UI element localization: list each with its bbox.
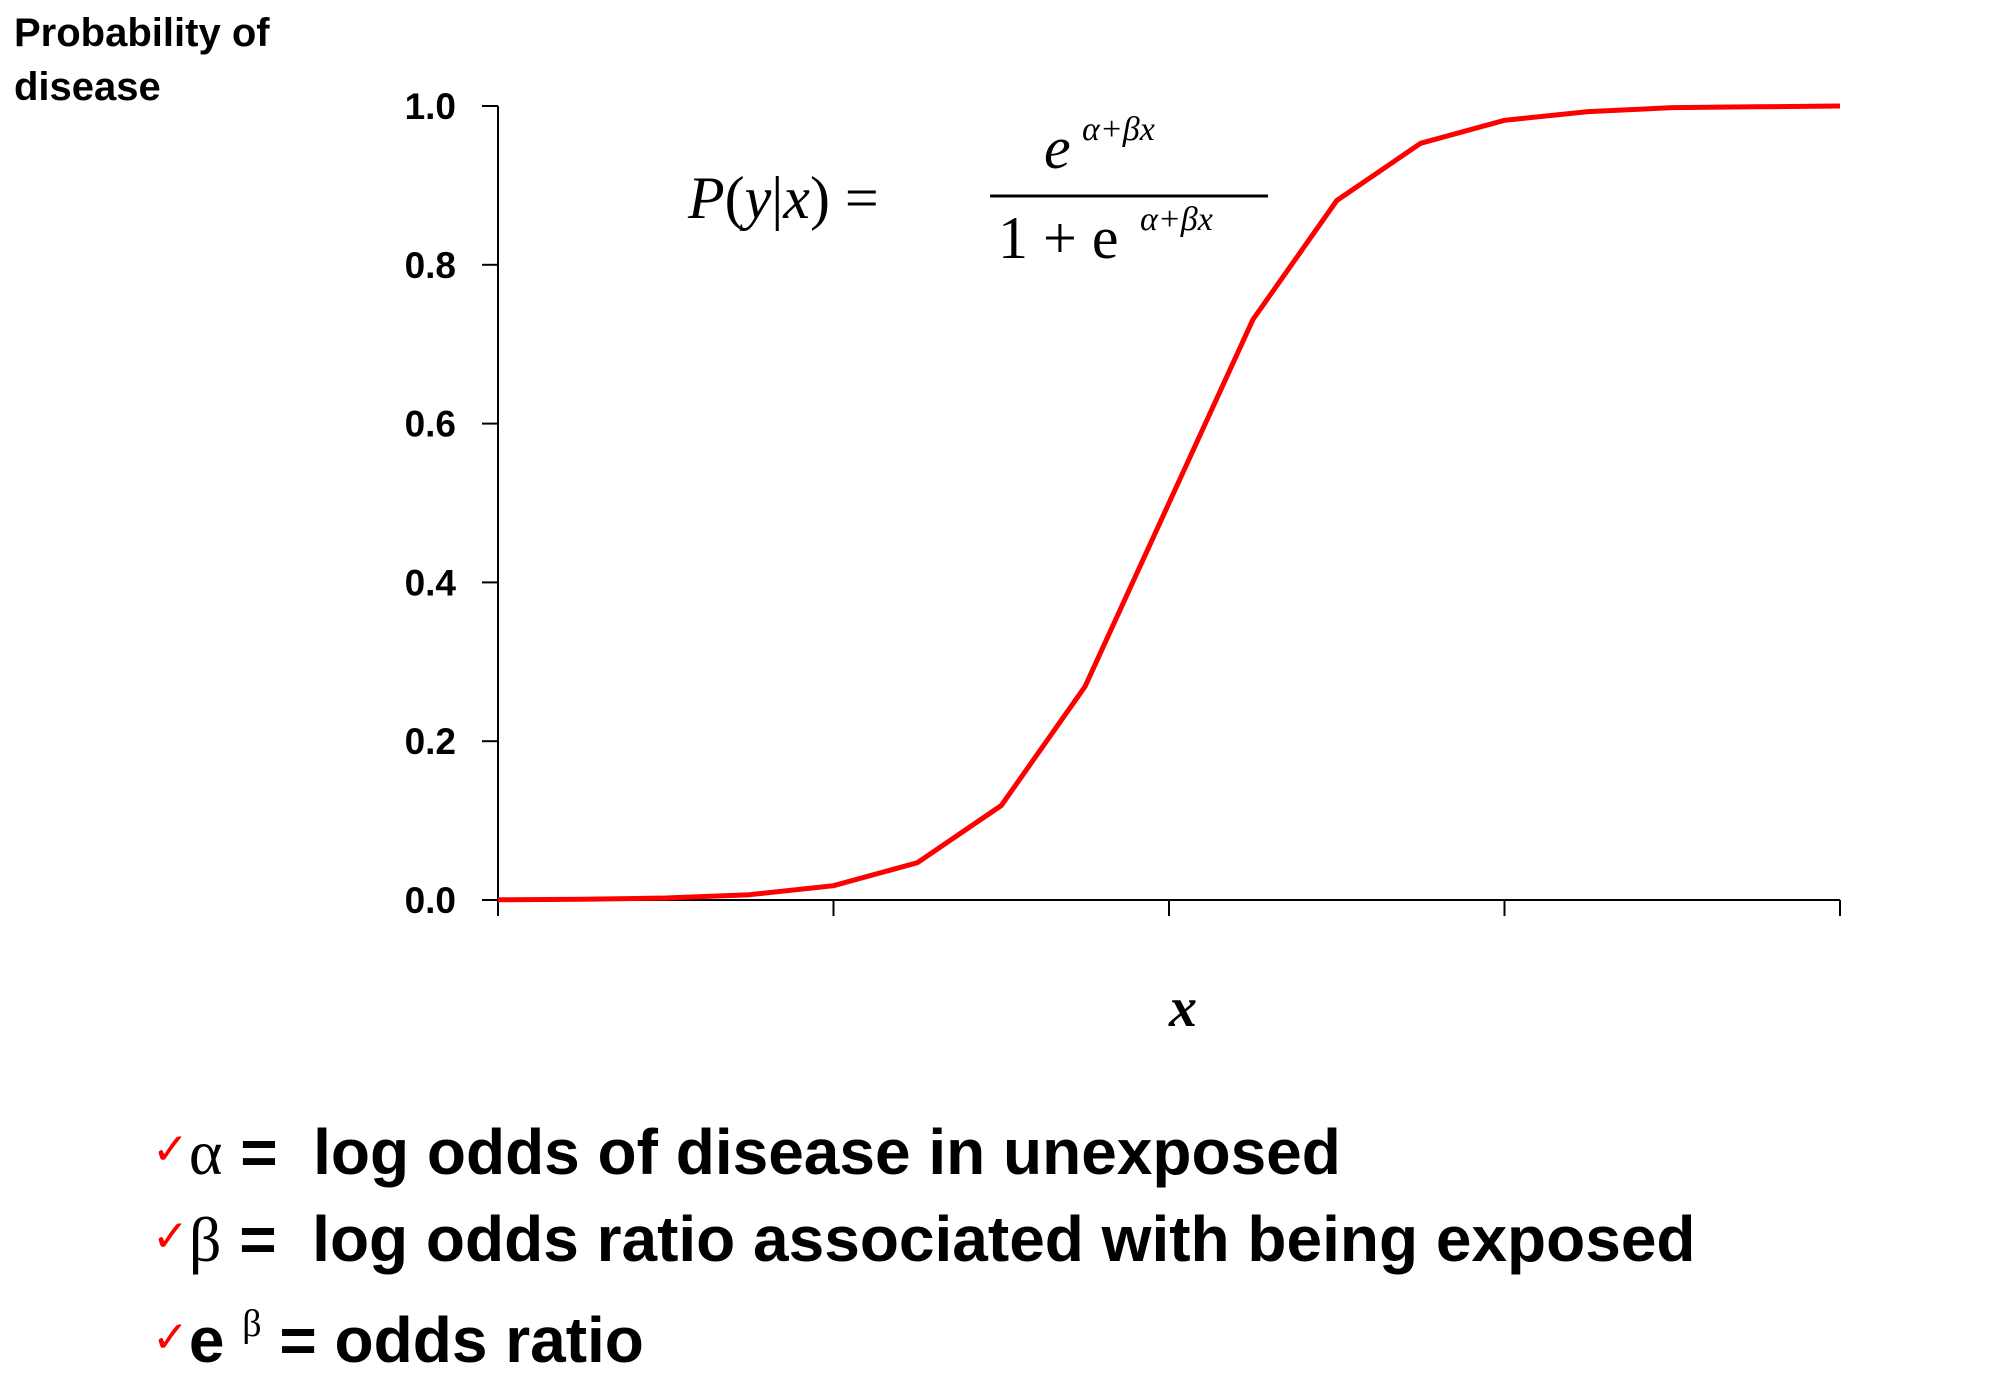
- y-tick-label: 0.8: [405, 245, 456, 286]
- check-icon: ✓: [152, 1124, 189, 1175]
- alpha-symbol: α: [188, 1117, 223, 1188]
- note-beta: ✓β = log odds ratio associated with bein…: [152, 1195, 1952, 1282]
- formula-numerator-exponent: α+βx: [1082, 111, 1155, 148]
- y-tick-label: 0.6: [405, 404, 456, 445]
- formula-denominator-exponent: α+βx: [1140, 201, 1213, 238]
- formula-lhs: P(y|x) =: [687, 165, 879, 231]
- y-axis-title-line-2: disease: [14, 65, 161, 109]
- y-tick-label: 0.0: [405, 880, 456, 921]
- y-tick-label: 0.2: [405, 721, 456, 762]
- logistic-formula: P(y|x) = e α+βx 1 + e α+βx: [687, 111, 1268, 271]
- y-tick-label: 1.0: [405, 86, 456, 127]
- beta-symbol: β: [188, 1204, 222, 1275]
- notes-list: ✓α = log odds of disease in unexposed ✓β…: [152, 1108, 1952, 1382]
- note-beta-text: = log odds ratio associated with being e…: [221, 1203, 1696, 1275]
- note-odds-ratio: ✓e β = odds ratio: [152, 1282, 1952, 1382]
- y-tick-label: 0.4: [405, 562, 457, 603]
- check-icon: ✓: [152, 1211, 189, 1262]
- beta-superscript: β: [242, 1303, 262, 1345]
- e-base: e: [188, 1304, 243, 1376]
- note-alpha-text: = log odds of disease in unexposed: [222, 1116, 1341, 1188]
- logistic-curve-line: [497, 103, 1841, 903]
- y-axis-title-line-1: Probability of: [14, 11, 270, 55]
- formula-numerator-base: e: [1044, 115, 1071, 181]
- check-icon: ✓: [152, 1312, 189, 1363]
- x-axis-title: x: [1168, 977, 1197, 1039]
- note-alpha: ✓α = log odds of disease in unexposed: [152, 1108, 1952, 1195]
- formula-denominator: 1 + e: [998, 205, 1118, 271]
- note-odds-ratio-text: = odds ratio: [261, 1304, 644, 1376]
